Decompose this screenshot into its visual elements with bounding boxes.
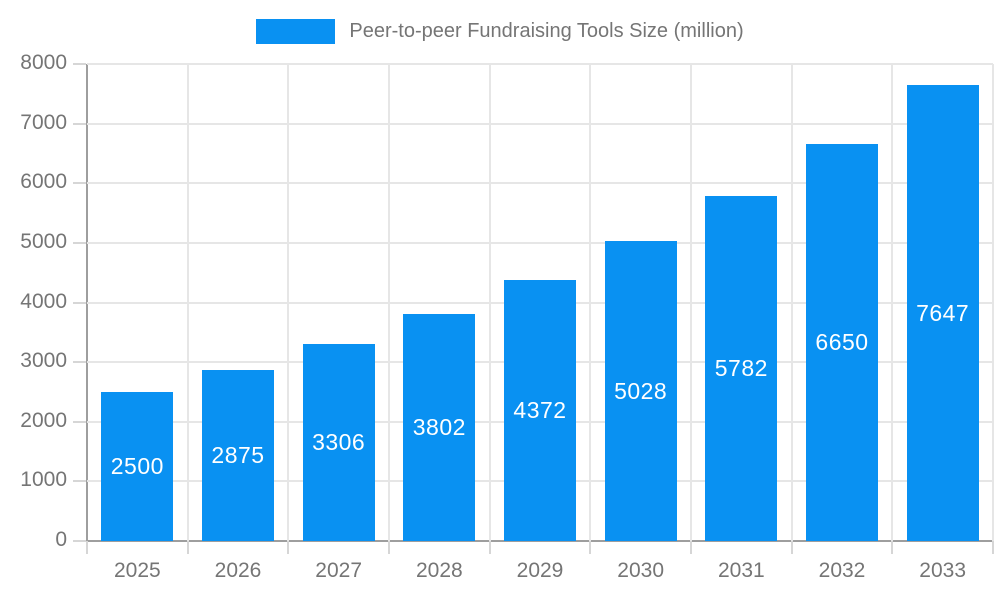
x-gridline [690,64,692,541]
chart-legend[interactable]: Peer-to-peer Fundraising Tools Size (mil… [0,17,1000,45]
x-axis-tick [891,541,894,554]
x-axis-tick-label: 2027 [315,559,363,582]
y-gridline [87,182,993,185]
bar[interactable]: 3306 [302,343,375,541]
y-axis-tick-label: 2000 [20,408,67,432]
x-gridline [186,64,189,541]
bar-value-label: 2500 [110,452,164,479]
x-axis-tick [690,541,692,554]
x-axis-tick-label: 2031 [717,559,765,582]
y-axis-tick-label: 8000 [20,51,67,75]
x-axis-tick-label: 2028 [415,559,463,582]
x-axis-tick [488,541,491,554]
bar-value-label: 5782 [714,355,768,382]
x-gridline [790,64,793,541]
y-axis-tick-label: 3000 [20,349,67,373]
x-gridline [589,64,592,541]
bar[interactable]: 6650 [806,144,878,541]
y-axis-tick [73,301,86,304]
y-axis-tick-label: 7000 [20,110,67,134]
bar-value-label: 3306 [312,428,366,455]
y-gridline [87,63,993,65]
bar[interactable]: 7647 [906,85,979,541]
x-axis-tick [992,541,994,554]
x-gridline [287,64,290,541]
x-axis-tick-label: 2026 [214,559,262,582]
x-axis-tick [589,541,592,554]
x-gridline [388,64,390,541]
x-gridline [992,64,994,541]
x-axis-tick-label: 2032 [818,559,866,582]
bar[interactable]: 2875 [202,369,274,541]
y-axis-tick [73,182,86,185]
x-axis-tick [790,541,793,554]
y-gridline [87,241,993,244]
x-axis-tick [287,541,290,554]
x-axis-tick [388,541,390,554]
y-axis-tick-label: 1000 [20,468,67,492]
bar-value-label: 6650 [815,329,869,356]
bar[interactable]: 4372 [504,280,576,541]
y-axis-tick-label: 0 [55,528,67,552]
plot-area: 0 1000 2000 3000 4000 5000 6000 7000 8000 2025 202… [20,51,994,582]
bar[interactable]: 5782 [705,196,778,541]
bar-value-label: 7647 [916,299,970,326]
bar-value-label: 3802 [412,414,466,441]
legend-label: Peer-to-peer Fundraising Tools Size (mil… [349,19,744,42]
x-axis-tick-label: 2033 [919,559,967,582]
bar[interactable]: 3802 [403,314,476,541]
x-axis-tick-label: 2030 [617,559,665,582]
y-axis-tick-label: 6000 [20,170,67,194]
y-axis-tick [73,420,86,423]
x-axis-tick-label: 2029 [516,559,564,582]
bar-value-label: 5028 [614,377,668,404]
y-gridline [87,122,993,125]
bar-value-label: 2875 [211,441,265,468]
y-axis-tick [73,361,86,364]
x-axis-tick-label: 2025 [113,559,161,582]
legend-swatch-icon [256,18,336,44]
bar[interactable]: 5028 [604,241,677,541]
x-gridline [488,64,491,541]
bar-value-label: 4372 [513,397,567,424]
y-axis-tick [73,241,86,244]
x-gridline [891,64,894,541]
x-axis-line [87,540,993,542]
x-axis-tick [186,541,189,554]
y-axis-tick [73,480,86,483]
y-axis-tick-label: 4000 [20,289,67,313]
y-axis-tick [73,540,86,542]
bar[interactable]: 2500 [101,391,174,541]
x-axis-tick [86,541,88,554]
y-axis-tick [73,63,86,65]
y-axis-tick-label: 5000 [20,229,67,253]
y-axis-tick [73,122,86,125]
